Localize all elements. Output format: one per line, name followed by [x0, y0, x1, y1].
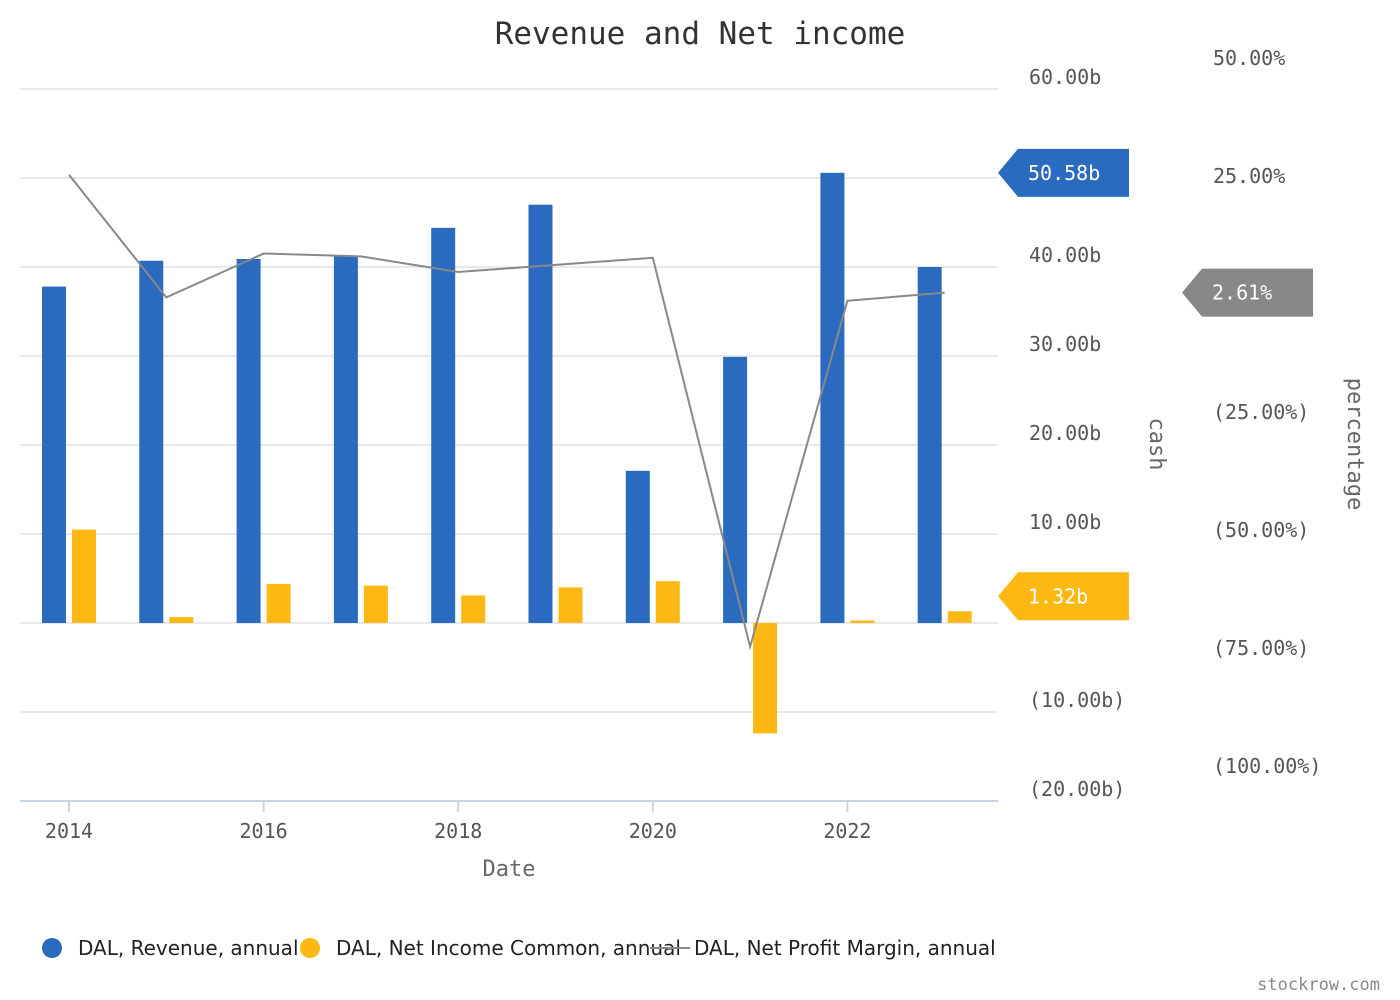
y-left-tick-label: 40.00b: [1029, 243, 1101, 267]
chart-title: Revenue and Net income: [495, 16, 906, 52]
revenue-bar: [431, 227, 456, 623]
net-income-badge-label: 1.32b: [1028, 584, 1088, 608]
line-layer: [68, 174, 945, 651]
legend-margin-label: DAL, Net Profit Margin, annual: [694, 936, 996, 960]
x-axis-label: Date: [483, 857, 536, 882]
x-tick-label: 2014: [45, 819, 93, 843]
legend-net-income-marker: [300, 938, 320, 958]
legend-revenue-label: DAL, Revenue, annual: [78, 936, 299, 960]
revenue-bar: [42, 286, 66, 623]
y-right-axis-label: percentage: [1342, 378, 1367, 510]
x-tick-label: 2016: [240, 819, 288, 843]
y-left-tick-label: (10.00b): [1029, 688, 1125, 712]
net-profit-margin-line: [68, 174, 945, 651]
net-income-bar: [947, 611, 972, 623]
y-right-tick-label: (100.00%): [1213, 754, 1321, 778]
x-tick-label: 2022: [823, 819, 871, 843]
net-income-bar: [363, 585, 388, 623]
watermark: stockrow.com: [1257, 975, 1380, 995]
y-left-tick-label: 20.00b: [1029, 421, 1101, 445]
value-badges: 50.58b 1.32b 2.61%: [998, 148, 1313, 621]
net-income-bar: [753, 623, 778, 734]
net-income-bar: [461, 595, 486, 623]
revenue-bar: [236, 258, 261, 623]
bars-layer: [42, 172, 972, 734]
legend-net-income-label: DAL, Net Income Common, annual: [336, 936, 681, 960]
revenue-bar: [333, 256, 358, 623]
revenue-bar: [528, 204, 553, 623]
revenue-badge-label: 50.58b: [1028, 161, 1100, 185]
revenue-bar: [625, 470, 650, 623]
grid-lines: [20, 88, 998, 713]
legend: DAL, Revenue, annual DAL, Net Income Comm…: [42, 936, 996, 960]
net-income-bar: [266, 583, 291, 623]
margin-badge-label: 2.61%: [1212, 281, 1272, 305]
y-right-tick-label: (50.00%): [1213, 518, 1309, 542]
y-right-tick-label: 25.00%: [1213, 164, 1285, 188]
revenue-bar: [723, 356, 748, 623]
revenue-badge-shape: [998, 148, 1129, 197]
y-left-tick-label: 60.00b: [1029, 65, 1101, 89]
y-left-axis-label: cash: [1144, 418, 1169, 471]
net-income-bar: [558, 587, 583, 623]
x-tick-label: 2020: [629, 819, 677, 843]
y-left-tick-label: 10.00b: [1029, 510, 1101, 534]
revenue-bar: [139, 260, 164, 623]
y-left-tick-label: 30.00b: [1029, 332, 1101, 356]
net-income-bar: [850, 620, 875, 623]
y-right-tick-label: (75.00%): [1213, 636, 1309, 660]
axes-layer: 2014 2016 2018 2020 2022 60.00b 40.00b 30.00b 20…: [20, 46, 1321, 843]
y-left-tick-label: (20.00b): [1029, 777, 1125, 801]
net-income-bar: [169, 617, 194, 623]
net-income-bar: [655, 581, 680, 623]
legend-revenue-marker: [42, 938, 62, 958]
margin-badge-shape: [1182, 268, 1313, 317]
x-tick-label: 2018: [434, 819, 482, 843]
y-right-tick-label: 50.00%: [1213, 46, 1285, 70]
revenue-bar: [917, 267, 942, 623]
y-right-tick-label: (25.00%): [1213, 400, 1309, 424]
net-income-bar: [72, 529, 96, 623]
net-income-badge-shape: [998, 572, 1129, 621]
revenue-bar: [820, 172, 845, 623]
